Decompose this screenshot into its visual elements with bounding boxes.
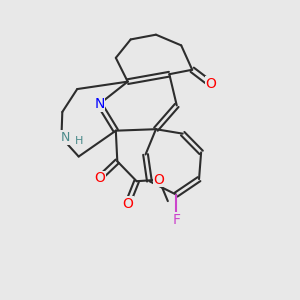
Text: O: O: [122, 196, 133, 211]
Text: H: H: [75, 136, 83, 146]
Text: O: O: [154, 173, 164, 187]
Text: F: F: [172, 213, 180, 227]
Text: N: N: [60, 131, 70, 144]
Text: O: O: [94, 171, 105, 185]
Text: O: O: [206, 77, 216, 91]
Text: N: N: [94, 97, 105, 111]
